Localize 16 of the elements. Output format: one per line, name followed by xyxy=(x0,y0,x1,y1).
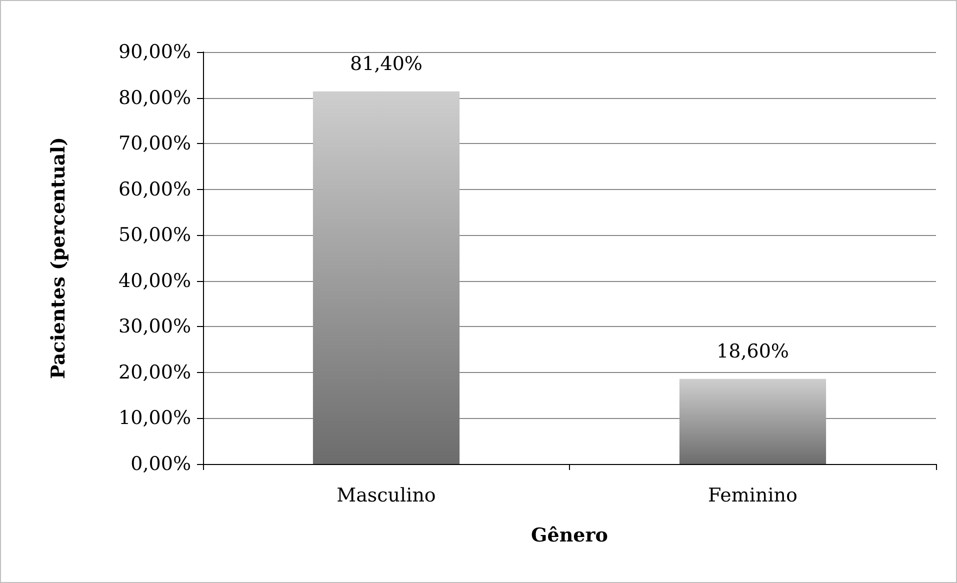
data-label: 81,40% xyxy=(350,52,422,75)
y-tick-label: 60,00% xyxy=(118,178,191,200)
x-tick-label: Masculino xyxy=(336,484,436,506)
y-tick-label: 70,00% xyxy=(118,132,191,155)
y-tick-label: 30,00% xyxy=(118,316,191,338)
x-tick-label: Feminino xyxy=(708,484,798,506)
y-tick-label: 90,00% xyxy=(118,41,191,63)
y-tick-label: 40,00% xyxy=(118,270,191,292)
y-tick-label: 0,00% xyxy=(130,453,191,475)
y-tick-label: 50,00% xyxy=(118,224,191,246)
data-label: 18,60% xyxy=(716,340,789,362)
y-tick-label: 20,00% xyxy=(118,361,191,384)
y-tick-label: 10,00% xyxy=(118,407,191,430)
y-tick-label: 80,00% xyxy=(118,86,191,109)
x-axis-title: Gênero xyxy=(531,524,608,546)
y-axis-title: Pacientes (percentual) xyxy=(48,137,70,379)
